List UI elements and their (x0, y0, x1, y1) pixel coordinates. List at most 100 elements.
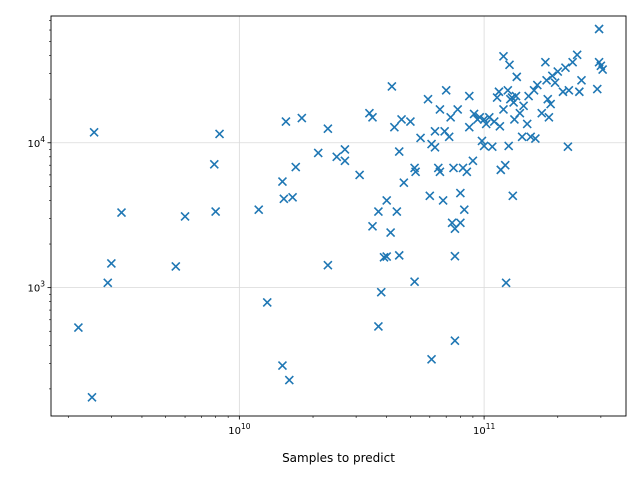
data-point (425, 191, 435, 201)
data-point (376, 287, 386, 297)
data-point (576, 75, 587, 85)
data-point (511, 91, 521, 101)
data-point (448, 163, 459, 173)
data-point (438, 195, 448, 205)
data-point (367, 112, 378, 122)
data-point (410, 277, 420, 287)
data-point (288, 192, 298, 202)
data-point (355, 170, 365, 180)
data-point (446, 112, 456, 122)
data-point (89, 127, 99, 137)
data-point (297, 113, 307, 123)
data-point (394, 146, 404, 157)
data-point (495, 121, 505, 131)
data-point (537, 108, 547, 118)
data-point (455, 218, 465, 228)
data-point (379, 252, 389, 262)
data-point (394, 250, 404, 260)
data-point (598, 65, 608, 75)
data-point (568, 57, 578, 67)
data-points (73, 24, 608, 402)
data-point (560, 63, 571, 73)
data-point (279, 194, 289, 204)
data-point (340, 144, 350, 154)
data-point (277, 360, 288, 371)
data-point (494, 87, 504, 97)
data-point (468, 156, 478, 166)
plot-frame (50, 15, 627, 417)
data-point (399, 178, 409, 188)
x-axis-label: Samples to predict (282, 451, 395, 465)
data-point (435, 167, 445, 177)
data-point (519, 101, 529, 111)
data-point (450, 251, 460, 261)
data-point (389, 122, 399, 132)
data-point (459, 205, 469, 215)
data-point (529, 85, 539, 95)
data-point (447, 218, 457, 228)
data-point (103, 278, 113, 288)
data-point (504, 141, 514, 151)
data-point (563, 142, 573, 152)
data-point (382, 251, 392, 262)
data-point (116, 207, 127, 218)
data-point (544, 112, 554, 122)
data-point (340, 156, 350, 166)
data-point (498, 104, 509, 114)
data-point (509, 97, 519, 107)
data-point (405, 117, 415, 127)
data-point (430, 142, 440, 152)
data-point (594, 24, 604, 34)
data-point (441, 85, 451, 95)
grid-lines (51, 16, 626, 416)
data-point (284, 375, 294, 385)
data-point (367, 221, 378, 231)
data-point (73, 323, 83, 333)
data-point (444, 132, 454, 142)
data-point (373, 207, 383, 217)
data-point (171, 261, 181, 272)
data-point (423, 94, 433, 104)
data-point (291, 162, 301, 172)
data-point (262, 297, 272, 308)
data-point (464, 91, 474, 101)
data-point (572, 50, 582, 60)
data-point (592, 84, 602, 94)
data-point (382, 195, 392, 205)
data-point (479, 114, 489, 124)
data-point (542, 75, 552, 85)
data-point (512, 72, 522, 82)
data-point (530, 133, 540, 144)
data-point (106, 258, 116, 268)
data-point (574, 87, 584, 97)
data-point (180, 211, 190, 222)
data-point (487, 142, 497, 152)
data-point (477, 136, 487, 146)
data-point (517, 132, 527, 142)
data-point (543, 94, 553, 104)
data-point (508, 191, 518, 201)
data-point (550, 78, 560, 88)
data-point (553, 67, 563, 77)
data-point (332, 152, 342, 162)
data-point (313, 148, 323, 158)
data-point (387, 81, 397, 91)
data-point (564, 85, 574, 95)
data-point (254, 205, 264, 215)
data-point (515, 108, 525, 118)
data-point (503, 85, 513, 95)
data-point (469, 109, 479, 119)
data-point (501, 278, 511, 288)
data-point (386, 227, 396, 238)
data-point (504, 60, 515, 70)
data-point (546, 99, 556, 109)
data-point (462, 167, 472, 177)
data-point (479, 141, 489, 151)
data-point (455, 188, 465, 198)
data-point (453, 104, 463, 114)
data-point (500, 160, 510, 170)
